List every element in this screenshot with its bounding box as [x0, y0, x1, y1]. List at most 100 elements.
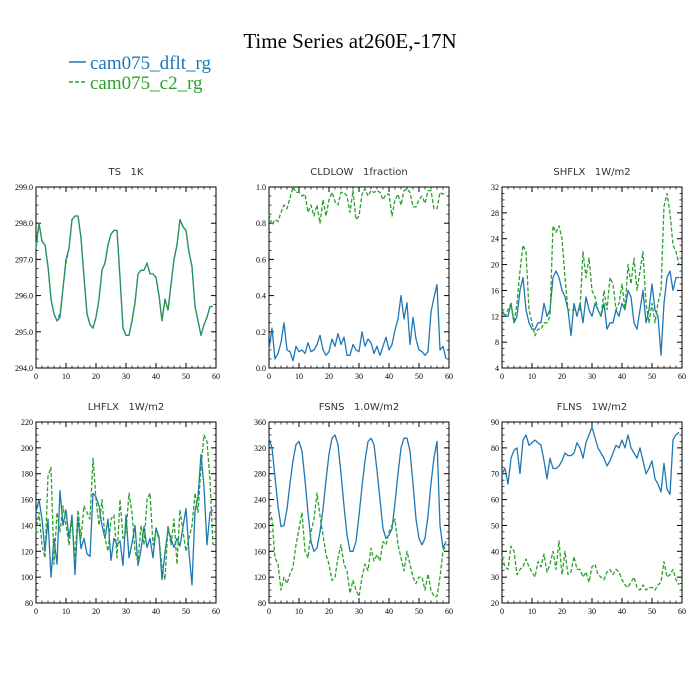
panel-title-fsns: FSNS 1.0W/m2 — [319, 402, 400, 413]
x-tick-label: 30 — [355, 607, 363, 616]
x-tick-label: 20 — [92, 372, 100, 381]
x-tick-label: 40 — [152, 372, 160, 381]
y-tick-label: 280 — [254, 470, 266, 479]
y-tick-label: 120 — [254, 573, 266, 582]
y-tick-label: 0.2 — [256, 328, 266, 337]
y-tick-label: 0.0 — [256, 364, 266, 373]
y-tick-label: 20 — [491, 599, 499, 608]
x-tick-label: 50 — [415, 607, 423, 616]
x-tick-label: 10 — [528, 607, 536, 616]
x-tick-label: 10 — [295, 607, 303, 616]
y-tick-label: 200 — [21, 444, 33, 453]
x-tick-label: 50 — [648, 607, 656, 616]
y-tick-label: 80 — [491, 444, 499, 453]
y-tick-label: 4 — [495, 364, 499, 373]
x-tick-label: 30 — [122, 607, 130, 616]
y-tick-label: 160 — [254, 547, 266, 556]
x-tick-label: 10 — [528, 372, 536, 381]
x-tick-label: 60 — [445, 372, 453, 381]
panel-ts: TS 1K 0 10 20 30 40 50 60 294.0 295.0 296.0 297.0 29… — [15, 167, 220, 381]
series-line-cam075-dflt-rg-lhflx — [35, 453, 214, 586]
panel-cldlow: CLDLOW 1fraction 0 10 20 30 40 50 60 0.0 0.2 0.4 0.… — [256, 167, 453, 381]
x-tick-label: 0 — [267, 372, 271, 381]
series-line-cam075-c2-rg-shflx — [501, 192, 680, 337]
x-tick-label: 20 — [92, 607, 100, 616]
panel-lhflx: LHFLX 1W/m2 0 10 20 30 40 50 60 80 100 120 140 160 18… — [21, 402, 220, 616]
series-line-cam075-dflt-rg-fsns — [268, 434, 447, 552]
x-tick-label: 0 — [34, 607, 38, 616]
y-tick-label: 30 — [491, 573, 499, 582]
x-tick-label: 50 — [648, 372, 656, 381]
x-tick-label: 20 — [325, 607, 333, 616]
x-tick-label: 40 — [618, 607, 626, 616]
y-tick-label: 180 — [21, 470, 33, 479]
legend-item-c2: cam075_c2_rg — [69, 73, 203, 94]
y-tick-label: 40 — [491, 547, 499, 556]
y-tick-label: 20 — [491, 261, 499, 270]
y-tick-label: 0.8 — [256, 219, 266, 228]
plot-frame-flns — [501, 421, 683, 604]
x-tick-label: 20 — [325, 372, 333, 381]
plot-frame-lhflx — [35, 421, 217, 604]
figure-title: Time Series at260E,-17N — [243, 29, 456, 53]
legend-label-dflt: cam075_dflt_rg — [90, 53, 212, 74]
legend: cam075_dflt_rg cam075_c2_rg — [69, 53, 212, 94]
x-tick-label: 40 — [152, 607, 160, 616]
panel-fsns: FSNS 1.0W/m2 0 10 20 30 40 50 60 80 120 160 200 240 2… — [254, 402, 453, 616]
x-tick-label: 30 — [588, 372, 596, 381]
series-line-cam075-c2-rg-ts — [35, 215, 213, 337]
x-tick-label: 40 — [385, 372, 393, 381]
x-tick-label: 30 — [355, 372, 363, 381]
y-tick-label: 200 — [254, 521, 266, 530]
x-tick-label: 30 — [122, 372, 130, 381]
y-tick-label: 16 — [491, 286, 499, 295]
y-tick-label: 24 — [491, 235, 499, 244]
panel-title-ts: TS 1K — [108, 167, 144, 178]
y-tick-label: 0.4 — [256, 292, 266, 301]
y-tick-label: 240 — [254, 496, 266, 505]
x-tick-label: 40 — [385, 607, 393, 616]
x-tick-label: 0 — [34, 372, 38, 381]
series-line-cam075-dflt-rg-shflx — [501, 270, 679, 356]
y-tick-label: 32 — [491, 183, 499, 192]
panel-title-shflx: SHFLX 1W/m2 — [553, 167, 630, 178]
y-tick-label: 8 — [495, 338, 499, 347]
panel-title-flns: FLNS 1W/m2 — [557, 402, 627, 413]
y-tick-label: 296.0 — [15, 292, 33, 301]
y-tick-label: 298.0 — [15, 219, 33, 228]
y-tick-label: 120 — [21, 547, 33, 556]
y-tick-label: 295.0 — [15, 328, 33, 337]
x-tick-label: 20 — [558, 607, 566, 616]
x-tick-label: 30 — [588, 607, 596, 616]
x-tick-label: 50 — [182, 372, 190, 381]
y-tick-label: 12 — [491, 312, 499, 321]
y-tick-label: 294.0 — [15, 364, 33, 373]
y-tick-label: 70 — [491, 470, 499, 479]
series-line-cam075-c2-rg-fsns — [268, 492, 447, 598]
y-tick-label: 1.0 — [256, 183, 266, 192]
x-tick-label: 60 — [212, 372, 220, 381]
panel-shflx: SHFLX 1W/m2 0 10 20 30 40 50 60 4 8 12 16 20 24 28 32 — [491, 167, 686, 381]
x-tick-label: 10 — [62, 607, 70, 616]
panel-flns: FLNS 1W/m2 0 10 20 30 40 50 60 20 30 40 50 60 70 80 90 — [491, 402, 686, 616]
legend-label-c2: cam075_c2_rg — [90, 73, 203, 94]
y-tick-label: 100 — [21, 573, 33, 582]
y-tick-label: 90 — [491, 418, 499, 427]
x-tick-label: 50 — [415, 372, 423, 381]
y-tick-label: 60 — [491, 496, 499, 505]
y-tick-label: 297.0 — [15, 255, 33, 264]
y-tick-label: 0.6 — [256, 255, 266, 264]
series-line-cam075-c2-rg-lhflx — [35, 434, 214, 581]
panel-title-cldlow: CLDLOW 1fraction — [310, 167, 408, 178]
x-tick-label: 40 — [618, 372, 626, 381]
x-tick-label: 0 — [267, 607, 271, 616]
y-tick-label: 80 — [258, 599, 266, 608]
x-tick-label: 60 — [212, 607, 220, 616]
x-tick-label: 60 — [445, 607, 453, 616]
series-line-cam075-dflt-rg-flns — [501, 426, 680, 496]
y-tick-label: 220 — [21, 418, 33, 427]
plot-frame-ts — [35, 186, 217, 369]
y-tick-label: 160 — [21, 496, 33, 505]
x-tick-label: 10 — [62, 372, 70, 381]
